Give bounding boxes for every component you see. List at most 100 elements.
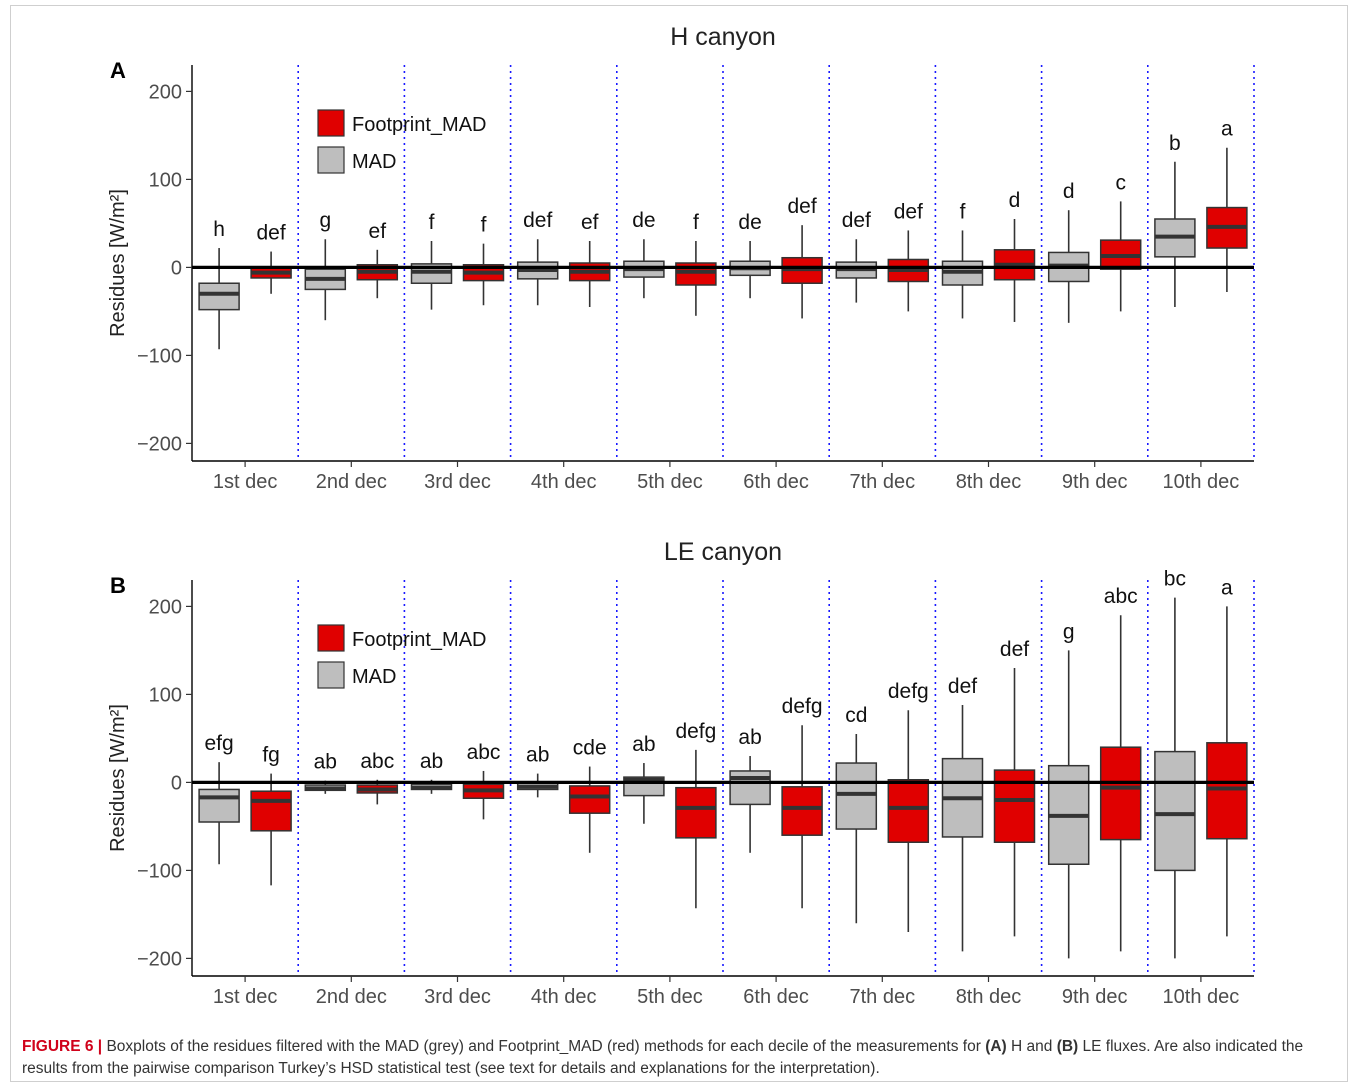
x-tick-label: 4th dec [531, 471, 597, 493]
legend-swatch-footprint-mad [317, 109, 345, 137]
mad-box [835, 762, 878, 830]
footprint-mad-letter: fg [262, 744, 280, 767]
x-tick-label: 8th dec [956, 471, 1022, 493]
footprint-mad-letter: f [481, 214, 487, 237]
mad-box [1154, 750, 1196, 872]
footprint-mad-box [250, 790, 292, 832]
mad-box [729, 770, 771, 806]
x-tick-label: 3rd dec [424, 471, 491, 493]
footprint-mad-letter: f [693, 211, 699, 234]
x-tick-label: 5th dec [637, 471, 703, 493]
x-tick-label: 4th dec [531, 986, 597, 1008]
mad-letter: ab [420, 750, 443, 773]
legend-label-mad: MAD [352, 666, 396, 688]
x-tick-label: 2nd dec [316, 471, 387, 493]
legend-label-footprint-mad: Footprint_MAD [352, 114, 487, 136]
panel-label: A [110, 58, 126, 83]
footprint-mad-letter: def [256, 222, 285, 245]
footprint-mad-letter: a [1221, 118, 1233, 141]
x-tick-label: 10th dec [1163, 986, 1240, 1008]
x-tick-label: 1st dec [213, 471, 277, 493]
panel-b-chart: LE canyon B −200 −100 0 100 200 Residues [W/m²]… [107, 538, 1255, 1008]
footprint-mad-letter: ef [581, 211, 599, 234]
footprint-mad-letter: cde [573, 737, 607, 760]
x-tick-label: 6th dec [743, 986, 809, 1008]
footprint-mad-letter: d [1009, 189, 1021, 212]
footprint-mad-letter: a [1221, 576, 1233, 599]
mad-letter: h [213, 218, 225, 241]
x-tick-label: 5th dec [637, 986, 703, 1008]
x-tick-label: 8th dec [956, 986, 1022, 1008]
footprint-mad-box [1099, 746, 1142, 841]
footprint-mad-box [781, 786, 823, 836]
x-tick-label: 6th dec [743, 471, 809, 493]
mad-letter: g [319, 209, 331, 232]
footprint-mad-box [568, 785, 611, 814]
y-tick-label: −200 [137, 433, 182, 455]
y-axis-label: Residues [W/m²] [107, 704, 129, 852]
y-tick-label: 100 [149, 169, 182, 191]
mad-letter: de [738, 211, 761, 234]
footprint-mad-box [675, 786, 717, 839]
mad-letter: efg [204, 732, 233, 755]
caption-a-label: (A) [985, 1038, 1007, 1055]
y-tick-label: 0 [171, 772, 182, 794]
x-tick-label: 7th dec [849, 471, 915, 493]
footprint-mad-letter: abc [360, 750, 394, 773]
mad-letter: g [1063, 620, 1075, 643]
panel-title: LE canyon [664, 538, 782, 566]
x-tick-label: 3rd dec [424, 986, 491, 1008]
y-tick-label: 200 [149, 596, 182, 618]
mad-letter: ab [738, 726, 761, 749]
caption-text-2: H and [1006, 1038, 1057, 1055]
footprint-mad-letter: def [894, 200, 923, 223]
caption-text-1: Boxplots of the residues filtered with t… [102, 1038, 986, 1055]
footprint-mad-letter: defg [782, 695, 823, 718]
figure-caption: FIGURE 6 | Boxplots of the residues filt… [22, 1036, 1342, 1080]
panel-title: H canyon [670, 23, 776, 51]
footprint-mad-letter: abc [467, 741, 501, 764]
y-tick-label: 100 [149, 684, 182, 706]
y-tick-label: 0 [171, 257, 182, 279]
y-tick-label: −100 [137, 345, 182, 367]
legend-swatch-footprint-mad [317, 624, 345, 652]
mad-box [198, 788, 240, 823]
mad-letter: def [948, 675, 977, 698]
panel-label: B [110, 573, 126, 598]
caption-label: FIGURE 6 | [22, 1038, 103, 1055]
y-tick-label: −200 [137, 948, 182, 970]
mad-letter: f [960, 200, 966, 223]
figure-frame [10, 5, 1348, 1082]
mad-letter: ab [632, 733, 655, 756]
mad-letter: f [429, 211, 435, 234]
x-tick-label: 2nd dec [316, 986, 387, 1008]
mad-box [198, 282, 240, 311]
legend-label-mad: MAD [352, 151, 396, 173]
footprint-mad-letter: def [787, 195, 816, 218]
mad-letter: def [523, 209, 552, 232]
mad-letter: ab [526, 744, 549, 767]
mad-letter: def [842, 209, 871, 232]
footprint-mad-box [887, 779, 930, 843]
footprint-mad-letter: ef [369, 220, 387, 243]
mad-letter: ab [314, 751, 337, 774]
footprint-mad-box [1206, 742, 1248, 840]
mad-letter: b [1169, 132, 1181, 155]
mad-letter: cd [845, 704, 867, 727]
mad-letter: d [1063, 180, 1075, 203]
x-tick-label: 10th dec [1163, 471, 1240, 493]
y-tick-label: 200 [149, 81, 182, 103]
mad-letter: bc [1164, 568, 1186, 591]
footprint-mad-letter: abc [1104, 585, 1138, 608]
footprint-mad-letter: defg [675, 720, 716, 743]
x-tick-label: 9th dec [1062, 986, 1128, 1008]
footprint-mad-letter: defg [888, 680, 929, 703]
legend-swatch-mad [317, 146, 345, 174]
y-tick-label: −100 [137, 860, 182, 882]
footprint-mad-letter: c [1115, 171, 1126, 194]
caption-text-3: LE fluxes. Are also indicated the result… [22, 1038, 1304, 1077]
legend-swatch-mad [317, 661, 345, 689]
x-tick-label: 9th dec [1062, 471, 1128, 493]
footprint-mad-letter: def [1000, 638, 1029, 661]
